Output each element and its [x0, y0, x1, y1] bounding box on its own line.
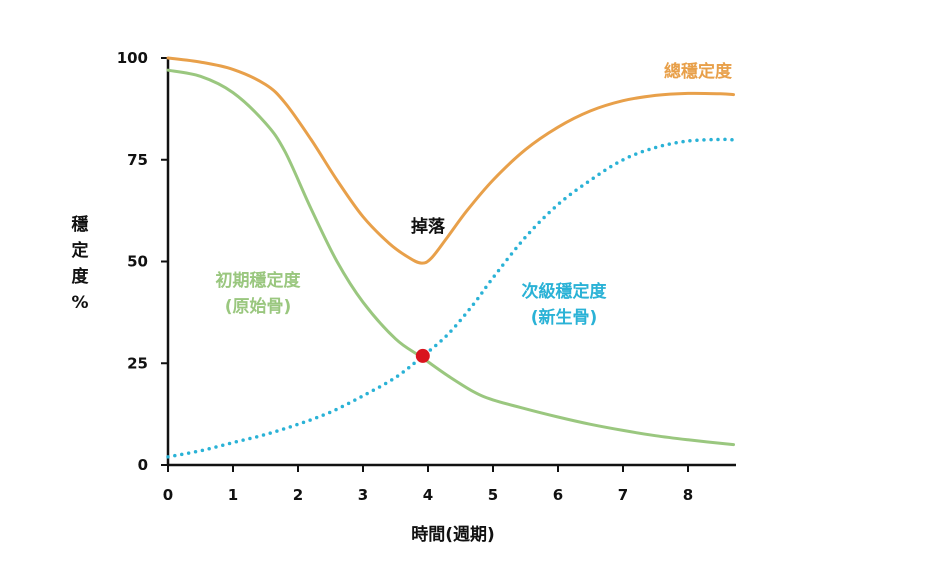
x-tick-label: 1: [228, 486, 238, 504]
label-drop: 掉落: [411, 216, 446, 237]
label-primary-bone: (原始骨): [225, 296, 292, 317]
label-primary-stability: 初期穩定度: [216, 270, 302, 291]
y-tick-label: 25: [127, 354, 148, 372]
crossing-point-marker: [415, 348, 430, 363]
y-axis-title: 穩 定 度 %: [71, 214, 89, 313]
x-tick-label: 4: [423, 486, 433, 504]
x-tick-label: 6: [553, 486, 563, 504]
x-tick-label: 8: [683, 486, 693, 504]
series-layer: [166, 56, 736, 459]
y-tick-label: 50: [127, 253, 148, 271]
series-primary-stability: [166, 68, 735, 447]
y-tick-label: 75: [127, 151, 148, 169]
x-tick-label: 5: [488, 486, 498, 504]
y-tick-label: 0: [138, 456, 148, 474]
x-tick-label: 7: [618, 486, 628, 504]
label-secondary-stability: 次級穩定度: [522, 281, 608, 302]
x-axis-title: 時間(週期): [411, 524, 495, 545]
y-axis-title-char-2: 定: [72, 240, 89, 261]
y-tick-label: 100: [117, 49, 148, 67]
label-total-stability: 總穩定度: [664, 61, 733, 82]
x-tick-label: 2: [293, 486, 303, 504]
axis-ticks: 0 1 2 3 4 5 6 7 8 0 25 50 75 100: [117, 49, 694, 504]
series-secondary-stability: [166, 137, 736, 459]
y-axis-title-char-4: %: [71, 293, 88, 313]
y-axis-title-char-3: 度: [72, 266, 90, 287]
label-secondary-bone: (新生骨): [531, 307, 598, 328]
x-tick-label: 0: [163, 486, 173, 504]
x-tick-label: 3: [358, 486, 368, 504]
y-axis-title-char-1: 穩: [72, 214, 89, 235]
series-total-stability: [166, 56, 735, 265]
